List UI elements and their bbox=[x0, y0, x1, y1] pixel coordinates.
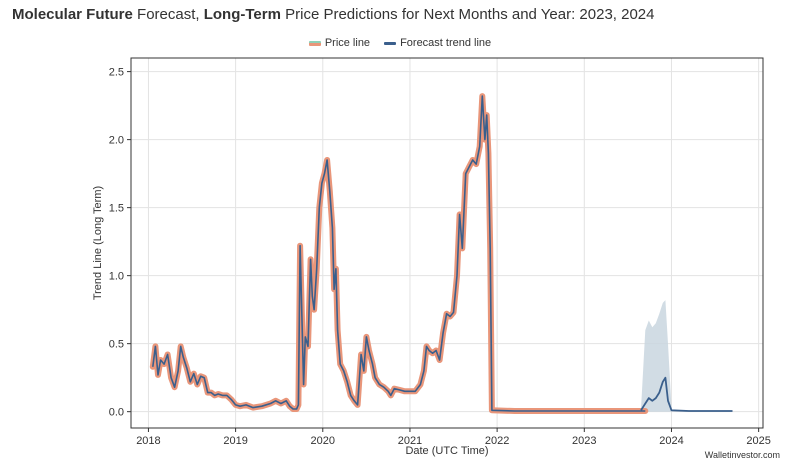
legend-swatch-forecast bbox=[384, 41, 397, 45]
y-axis-ticks: 0.0 0.5 1.0 1.5 2.0 2.5 bbox=[109, 67, 131, 419]
y-tick-label: 0.0 bbox=[109, 407, 124, 419]
y-tick-label: 2.5 bbox=[109, 67, 124, 79]
legend-swatch-price bbox=[308, 40, 321, 46]
x-axis-label: Date (UTC Time) bbox=[405, 445, 488, 457]
grid-lines bbox=[131, 58, 763, 428]
legend-item-forecast[interactable]: Forecast trend line bbox=[384, 37, 491, 49]
chart-title: Molecular Future Forecast, Long-Term Pri… bbox=[12, 6, 655, 23]
x-tick-label: 2022 bbox=[485, 435, 509, 447]
y-tick-label: 0.5 bbox=[109, 339, 124, 351]
x-tick-label: 2018 bbox=[136, 435, 160, 447]
forecast-confidence-band bbox=[641, 300, 672, 412]
title-rest: Price Predictions for Next Months and Ye… bbox=[280, 6, 655, 23]
title-coin-name: Molecular Future bbox=[12, 6, 133, 23]
x-axis-ticks: 2018 2019 2020 2021 2022 2023 2024 2025 bbox=[136, 428, 771, 447]
y-tick-label: 1.0 bbox=[109, 271, 124, 283]
price-line-outer bbox=[149, 93, 649, 414]
forecast-band bbox=[641, 300, 672, 412]
y-tick-label: 1.5 bbox=[109, 203, 124, 215]
series-lines bbox=[149, 93, 733, 414]
watermark: Walletinvestor.com bbox=[704, 450, 780, 460]
legend-item-price[interactable]: Price line bbox=[308, 37, 371, 49]
legend-label-price: Price line bbox=[324, 37, 371, 49]
x-tick-label: 2025 bbox=[746, 435, 770, 447]
x-tick-label: 2021 bbox=[398, 435, 422, 447]
x-tick-label: 2020 bbox=[311, 435, 335, 447]
forecast-trend-line bbox=[640, 376, 733, 412]
chart-legend: Price line Forecast trend line bbox=[0, 37, 800, 49]
legend-label-forecast: Forecast trend line bbox=[400, 37, 492, 49]
title-term: Long-Term bbox=[203, 6, 281, 23]
x-tick-label: 2024 bbox=[659, 435, 683, 447]
y-tick-label: 2.0 bbox=[109, 135, 124, 147]
y-axis-label: Trend Line (Long Term) bbox=[92, 186, 104, 300]
x-tick-label: 2019 bbox=[223, 435, 247, 447]
plot-frame bbox=[130, 57, 764, 429]
x-tick-label: 2023 bbox=[572, 435, 596, 447]
price-line-trend bbox=[152, 95, 646, 412]
title-part: Forecast, bbox=[132, 6, 204, 23]
